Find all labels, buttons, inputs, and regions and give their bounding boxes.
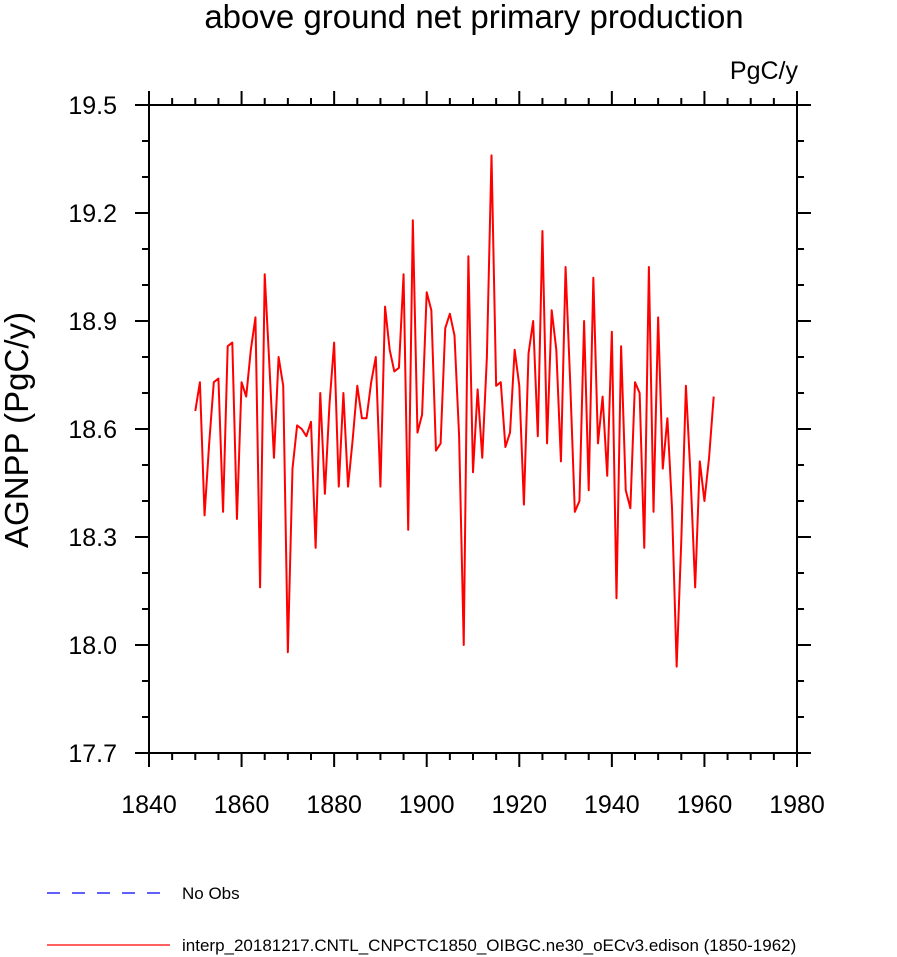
y-tick-label: 18.9: [68, 308, 117, 336]
y-tick-label: 18.0: [68, 632, 117, 660]
x-tick-label: 1940: [584, 791, 640, 819]
x-tick-label: 1980: [769, 791, 825, 819]
y-tick-label: 18.6: [68, 416, 117, 444]
legend-label-no-obs: No Obs: [182, 884, 240, 903]
chart-title: above ground net primary production: [204, 0, 743, 35]
plot-area: 1840 1860 1880 1900 1920 1940 1960 1980 17.7 18.0…: [68, 91, 825, 819]
x-tick-label: 1860: [214, 791, 270, 819]
y-tick-label: 17.7: [68, 740, 117, 768]
y-tick-label: 18.3: [68, 524, 117, 552]
x-tick-label: 1960: [677, 791, 733, 819]
units-label: PgC/y: [730, 57, 799, 85]
y-axis-label: AGNPP (PgC/y): [0, 312, 35, 548]
x-tick-label: 1900: [399, 791, 455, 819]
legend-label-model: interp_20181217.CNTL_CNPCTC1850_OIBGC.ne…: [182, 936, 796, 955]
y-tick-label: 19.5: [68, 92, 117, 120]
x-tick-label: 1840: [121, 791, 177, 819]
x-tick-label: 1920: [491, 791, 547, 819]
legend: No Obs interp_20181217.CNTL_CNPCTC1850_O…: [47, 884, 796, 955]
y-tick-label: 19.2: [68, 200, 117, 228]
series-line-0: [194, 154, 715, 668]
x-tick-label: 1880: [306, 791, 362, 819]
